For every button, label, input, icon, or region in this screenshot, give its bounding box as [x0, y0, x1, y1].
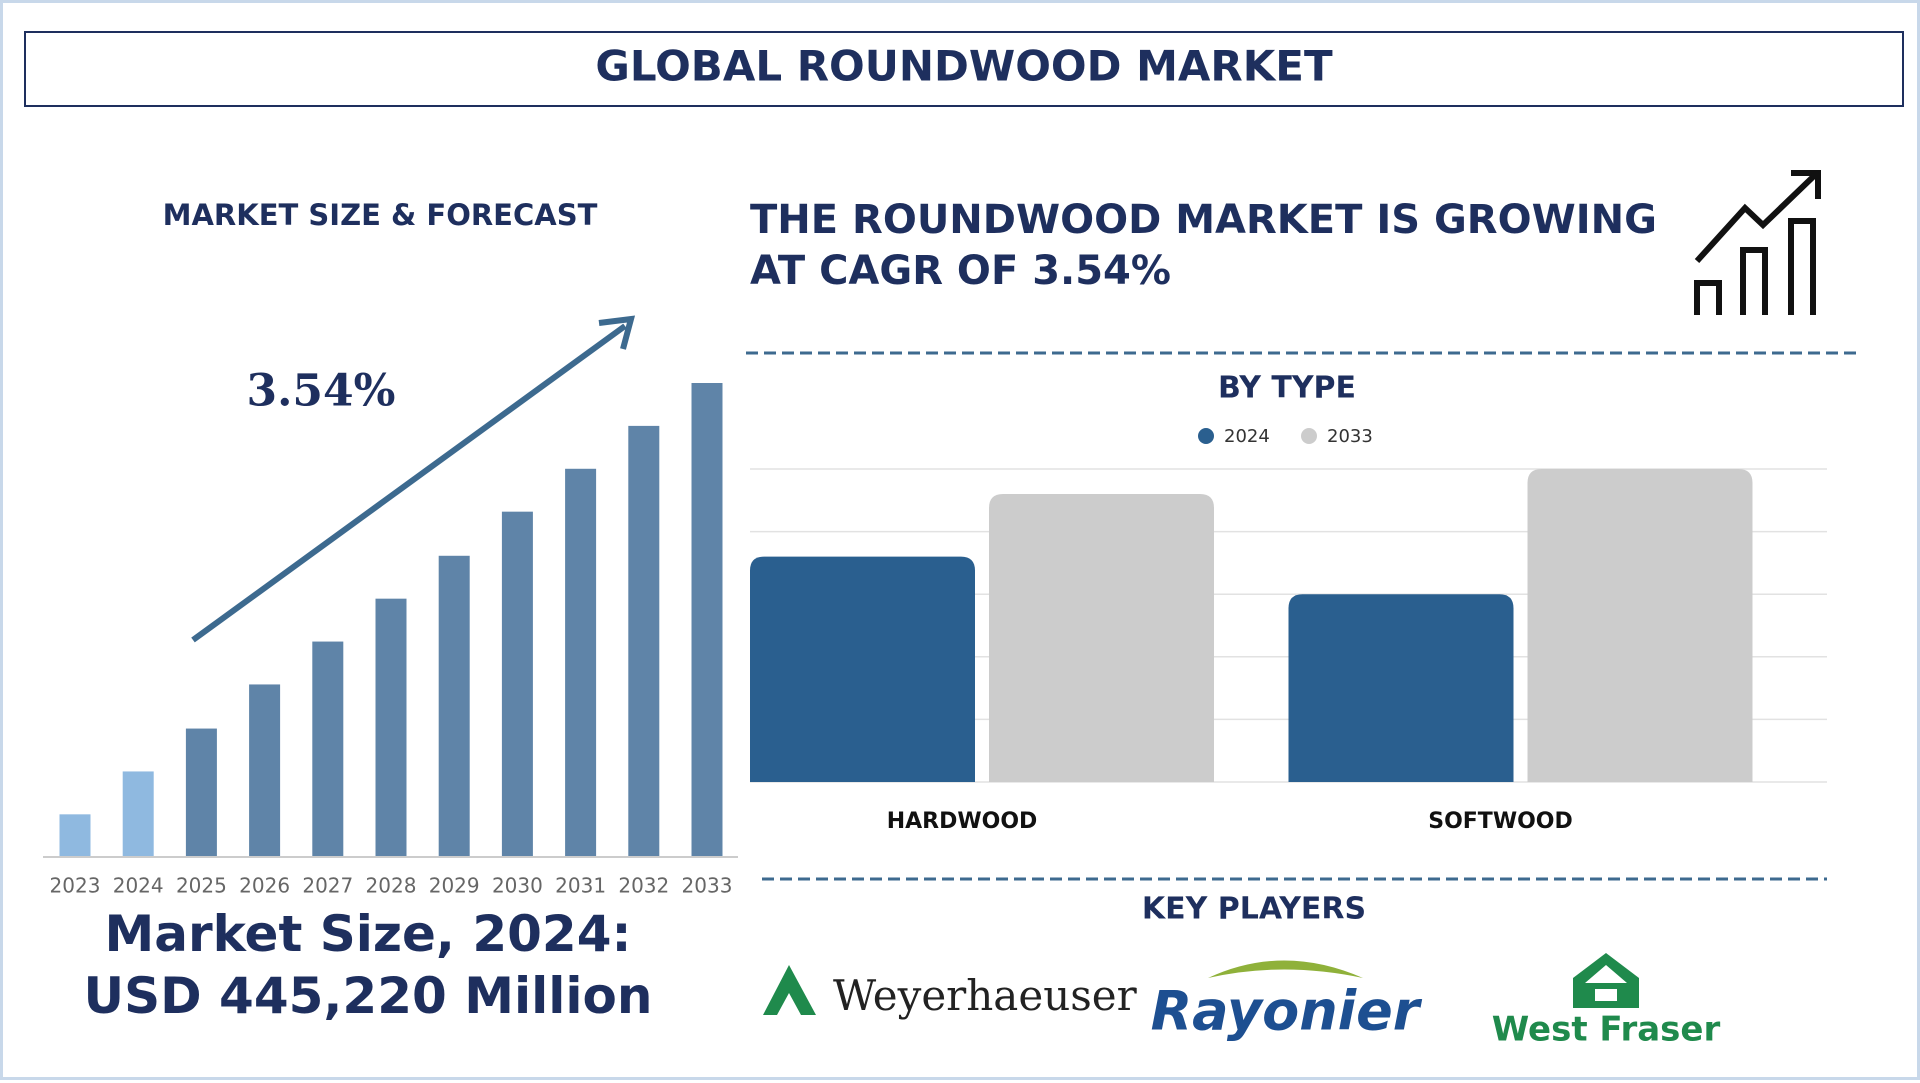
- x-tick-label: 2033: [682, 874, 733, 898]
- bar: [59, 814, 91, 856]
- x-tick-label: 2032: [618, 874, 669, 898]
- cagr-annotation: 3.54%: [247, 366, 396, 417]
- trend-arrow-head: [598, 315, 636, 350]
- rayonier-arc: [1208, 960, 1363, 978]
- growth-icon: [1694, 170, 1821, 315]
- canvas: GLOBAL ROUNDWOOD MARKET MARKET SIZE & FO…: [24, 31, 1904, 1050]
- x-tick-label: 2029: [429, 874, 480, 898]
- section-title: KEY PLAYERS: [1142, 892, 1366, 927]
- market-size: Market Size, 2024: USD 445,220 Million: [83, 905, 653, 1025]
- bar: [565, 468, 597, 856]
- x-tick-label: 2031: [555, 874, 606, 898]
- x-tick-label: 2024: [113, 874, 164, 898]
- west-fraser-icon-detail: [1585, 965, 1627, 1001]
- title-box: [24, 31, 1904, 107]
- x-tick-label: 2025: [176, 874, 227, 898]
- bar: [312, 641, 344, 856]
- x-tick-label: 2030: [492, 874, 543, 898]
- chart-title: MARKET SIZE & FORECAST: [163, 198, 598, 232]
- player-name: Rayonier: [1151, 980, 1423, 1043]
- bar: [249, 684, 281, 856]
- bar: [122, 771, 154, 856]
- player-name: Weyerhaeuser: [833, 971, 1138, 1020]
- x-tick-label: 2026: [239, 874, 290, 898]
- bar: [628, 425, 660, 856]
- bar: [375, 598, 407, 856]
- legend-marker: [1198, 428, 1214, 444]
- bar: [1527, 469, 1753, 782]
- page-title: GLOBAL ROUNDWOOD MARKET: [595, 42, 1333, 91]
- x-tick-label: 2023: [50, 874, 101, 898]
- trend-arrow: [191, 323, 627, 643]
- bar: [501, 511, 533, 856]
- x-tick-label: 2028: [366, 874, 417, 898]
- bar: [438, 555, 470, 856]
- chart-title: BY TYPE: [1218, 371, 1356, 406]
- headline: THE ROUNDWOOD MARKET IS GROWING AT CAGR …: [750, 197, 1657, 294]
- bar: [989, 494, 1214, 782]
- bar: [750, 556, 975, 782]
- legend-marker: [1301, 428, 1317, 444]
- bar: [1288, 594, 1514, 782]
- player-name: West Fraser: [1492, 1010, 1721, 1050]
- bar: [185, 728, 217, 856]
- weyerhaeuser-logo: [763, 965, 816, 1015]
- x-tick-label: HARDWOOD: [887, 809, 1038, 834]
- x-tick-label: 2027: [302, 874, 353, 898]
- legend-label: 2024: [1224, 426, 1270, 447]
- legend-label: 2033: [1327, 426, 1373, 447]
- x-tick-label: SOFTWOOD: [1428, 809, 1573, 834]
- bar: [691, 383, 723, 856]
